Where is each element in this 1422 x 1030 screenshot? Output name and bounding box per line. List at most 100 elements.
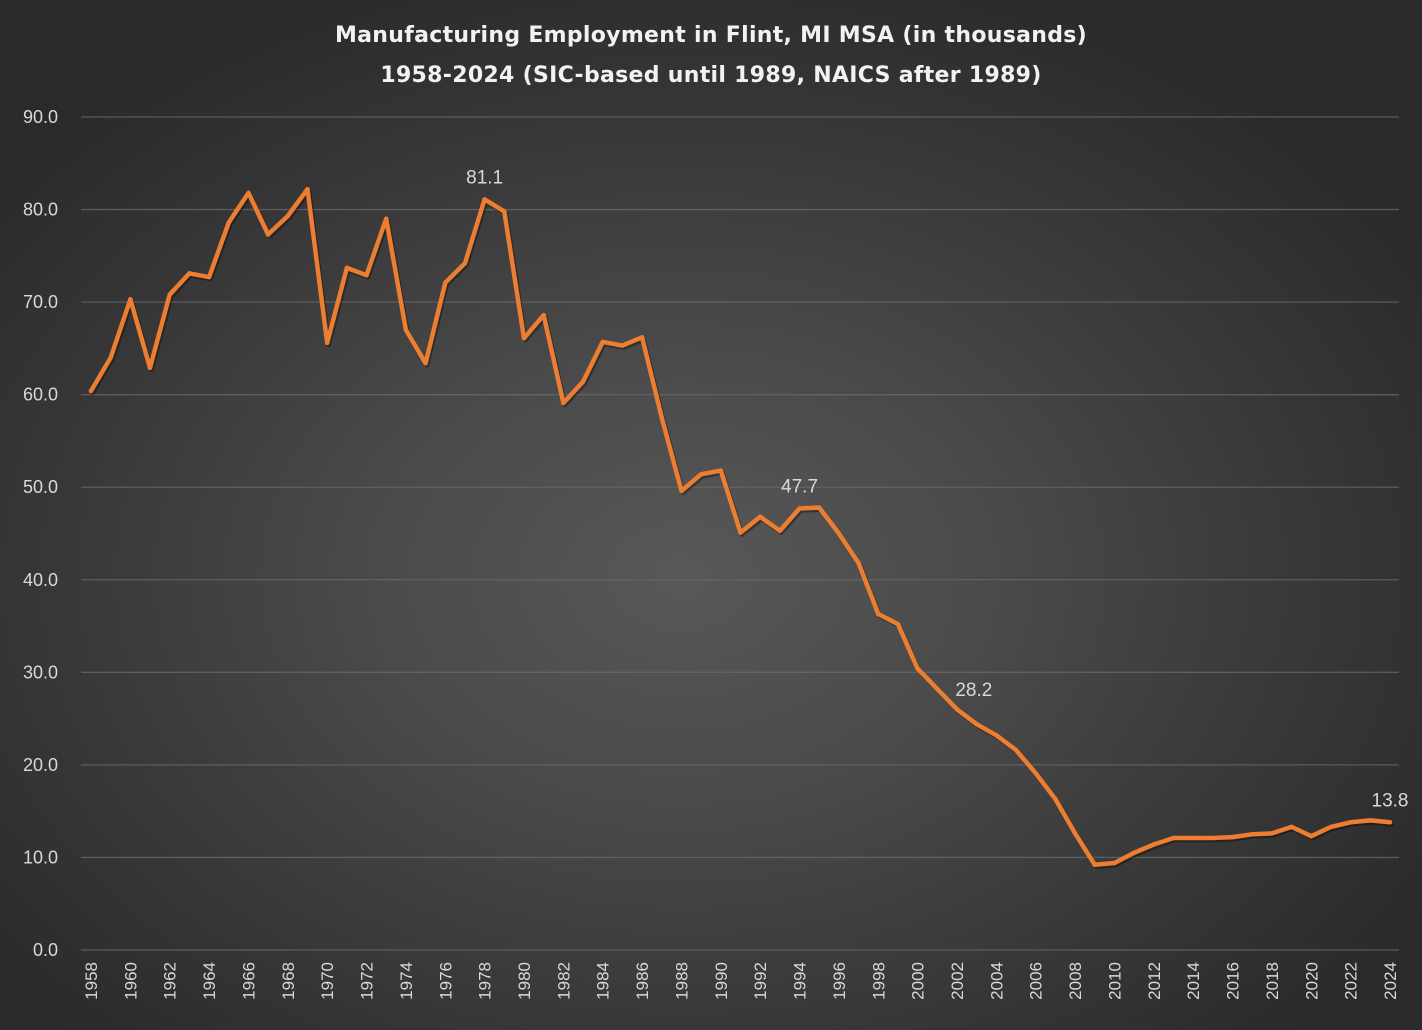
x-tick-label: 1962: [161, 962, 180, 1000]
y-tick-label: 10.0: [23, 847, 58, 867]
data-point: [757, 514, 763, 520]
y-tick-label: 30.0: [23, 662, 58, 682]
y-tick-label: 70.0: [23, 292, 58, 312]
data-point: [147, 365, 153, 371]
x-tick-label: 1996: [830, 962, 849, 1000]
y-axis: 0.0 10.0 20.0 30.0 40.0 50.0 60.0 70.0 80.0 90.0: [23, 107, 58, 960]
data-point: [1131, 850, 1137, 856]
data-point: [344, 265, 350, 271]
data-point: [226, 220, 231, 225]
x-tick-label: 1978: [476, 962, 495, 1000]
data-point: [246, 190, 251, 196]
data-point: [856, 560, 861, 566]
data-point: [1151, 842, 1157, 847]
data-point: [718, 468, 724, 473]
x-tick-label: 2016: [1224, 962, 1243, 1000]
data-point: [1289, 824, 1294, 830]
data-point: [659, 415, 664, 421]
gridlines: [81, 116, 1399, 951]
data-point: [561, 400, 566, 406]
data-point: [1328, 824, 1334, 830]
x-tick-label: 1998: [869, 962, 888, 1000]
data-point: [1171, 835, 1176, 841]
x-tick-label: 2012: [1145, 962, 1164, 1000]
data-point: [1250, 832, 1255, 837]
x-tick-label: 1968: [279, 962, 298, 1000]
chart-title: Manufacturing Employment in Flint, MI MS…: [335, 23, 1087, 48]
x-tick-label: 2018: [1263, 962, 1282, 1000]
x-tick-label: 1990: [712, 962, 731, 1000]
x-tick-label: 2002: [948, 962, 967, 1000]
y-tick-label: 50.0: [23, 477, 58, 497]
data-label: 28.2: [955, 680, 992, 701]
data-point: [954, 707, 960, 712]
data-point: [1013, 747, 1019, 753]
data-point: [797, 506, 802, 511]
data-point: [1387, 820, 1393, 825]
x-tick-label: 2006: [1027, 962, 1046, 1000]
data-point: [974, 721, 979, 727]
chart-subtitle: 1958-2024 (SIC-based until 1989, NAICS a…: [380, 63, 1041, 88]
x-tick-label: 1970: [318, 962, 337, 1000]
data-point: [88, 388, 94, 394]
data-label: 81.1: [466, 167, 503, 188]
x-tick-label: 1966: [239, 962, 258, 1000]
x-tick-label: 1972: [358, 962, 377, 1000]
data-point: [1368, 818, 1373, 823]
data-point: [1053, 796, 1058, 802]
data-point: [1348, 820, 1353, 825]
data-point: [600, 339, 605, 345]
data-point: [265, 232, 271, 237]
data-point: [443, 280, 448, 285]
x-tick-label: 2024: [1381, 962, 1400, 1000]
y-tick-label: 60.0: [23, 385, 58, 405]
data-point: [817, 505, 822, 510]
data-labels: 81.1 47.7 28.2 13.8: [466, 167, 1408, 811]
x-tick-label: 2010: [1105, 962, 1124, 1000]
data-point: [876, 611, 881, 617]
data-point: [482, 197, 487, 202]
data-point: [935, 686, 940, 692]
data-point: [403, 327, 409, 333]
series-layer: [88, 186, 1394, 870]
data-point: [698, 472, 704, 477]
data-point: [895, 622, 901, 627]
x-tick-label: 1958: [82, 962, 101, 1000]
y-tick-label: 0.0: [33, 940, 58, 960]
data-point: [1092, 862, 1097, 868]
x-tick-label: 1986: [633, 962, 652, 1000]
y-tick-label: 40.0: [23, 570, 58, 590]
data-point: [521, 336, 527, 341]
data-point: [364, 273, 369, 278]
data-label: 47.7: [781, 477, 818, 498]
x-tick-label: 1994: [791, 962, 810, 1000]
x-tick-label: 1976: [436, 962, 455, 1000]
data-point: [580, 379, 586, 384]
data-point: [1210, 835, 1216, 841]
x-tick-label: 1974: [397, 962, 416, 1000]
data-point: [206, 274, 212, 280]
data-point: [128, 297, 133, 302]
data-point: [167, 292, 172, 297]
x-tick-label: 1964: [200, 962, 219, 1000]
data-point: [384, 216, 389, 222]
x-tick-label: 2022: [1342, 962, 1361, 1000]
data-point: [1112, 860, 1117, 866]
x-tick-label: 1980: [515, 962, 534, 1000]
data-point: [423, 360, 428, 366]
data-point: [324, 340, 330, 346]
y-tick-label: 90.0: [23, 107, 58, 127]
data-point: [639, 335, 645, 340]
x-tick-label: 1984: [594, 962, 613, 1000]
x-tick-label: 2008: [1066, 962, 1085, 1000]
x-tick-label: 1960: [121, 962, 140, 1000]
series-line: [88, 186, 1393, 868]
data-point: [1190, 835, 1196, 841]
x-tick-label: 1988: [672, 962, 691, 1000]
data-point: [836, 531, 842, 536]
data-point: [502, 209, 507, 214]
x-tick-label: 2000: [909, 962, 928, 1000]
x-tick-label: 1992: [751, 962, 770, 1000]
data-point: [285, 213, 291, 219]
